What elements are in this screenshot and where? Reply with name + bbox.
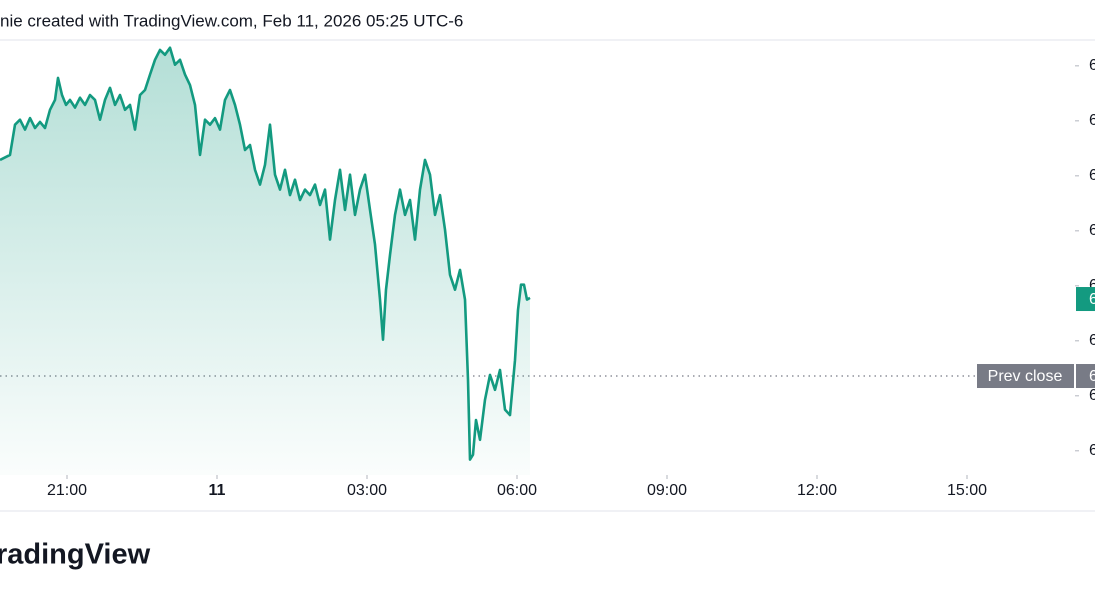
y-tick-label: 6: [1089, 277, 1095, 294]
x-tick-label: 11: [209, 482, 226, 499]
last-price-badge: [1076, 287, 1095, 312]
y-tick-label: 6: [1089, 387, 1095, 404]
x-tick-label: 09:00: [647, 482, 687, 499]
y-tick-label: 6: [1089, 57, 1095, 74]
y-tick-label: 6: [1089, 167, 1095, 184]
prev-close-value-badge: [1076, 364, 1095, 389]
y-tick-label: 6: [1089, 112, 1095, 129]
last-price-label: 6: [1089, 291, 1095, 308]
prev-close-name: Prev close: [988, 368, 1063, 385]
prev-close-badge: [977, 364, 1074, 389]
y-tick-label: 6: [1089, 222, 1095, 239]
y-tick-label: 6: [1089, 332, 1095, 349]
x-tick-label: 12:00: [797, 482, 837, 499]
x-tick-label: 15:00: [947, 482, 987, 499]
x-tick-label: 03:00: [347, 482, 387, 499]
y-tick-label: 6: [1089, 442, 1095, 459]
area: [0, 47, 530, 475]
logo: radingView: [0, 539, 151, 571]
x-tick-label: 06:00: [497, 482, 537, 499]
price-line: [0, 46, 531, 461]
x-tick-label: 21:00: [47, 482, 87, 499]
prev-close-value: 6: [1089, 368, 1095, 385]
header-title: nie created with TradingView.com, Feb 11…: [0, 11, 463, 30]
